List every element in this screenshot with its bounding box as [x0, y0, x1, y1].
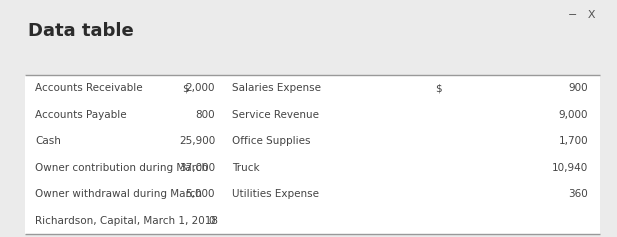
- Text: Truck: Truck: [232, 163, 260, 173]
- Text: 25,900: 25,900: [179, 136, 215, 146]
- Text: −   X: − X: [568, 10, 595, 20]
- Text: Utilities Expense: Utilities Expense: [232, 189, 319, 199]
- Text: Office Supplies: Office Supplies: [232, 136, 310, 146]
- Text: 0: 0: [209, 216, 215, 226]
- Text: 9,000: 9,000: [558, 110, 588, 120]
- Text: Service Revenue: Service Revenue: [232, 110, 319, 120]
- Text: 10,940: 10,940: [552, 163, 588, 173]
- Text: Cash: Cash: [35, 136, 61, 146]
- Text: Salaries Expense: Salaries Expense: [232, 83, 321, 93]
- Text: 1,700: 1,700: [558, 136, 588, 146]
- Text: 2,000: 2,000: [186, 83, 215, 93]
- Text: Data table: Data table: [28, 22, 134, 40]
- Text: 800: 800: [196, 110, 215, 120]
- Text: $: $: [182, 83, 189, 93]
- Text: 5,000: 5,000: [186, 189, 215, 199]
- Text: Owner contribution during March: Owner contribution during March: [35, 163, 208, 173]
- Text: Owner withdrawal during March: Owner withdrawal during March: [35, 189, 202, 199]
- Text: Accounts Receivable: Accounts Receivable: [35, 83, 143, 93]
- Text: Accounts Payable: Accounts Payable: [35, 110, 126, 120]
- Text: 900: 900: [568, 83, 588, 93]
- Text: 37,000: 37,000: [179, 163, 215, 173]
- Text: 360: 360: [568, 189, 588, 199]
- Text: $: $: [435, 83, 442, 93]
- Bar: [25, 75, 600, 234]
- Text: Richardson, Capital, March 1, 2018: Richardson, Capital, March 1, 2018: [35, 216, 218, 226]
